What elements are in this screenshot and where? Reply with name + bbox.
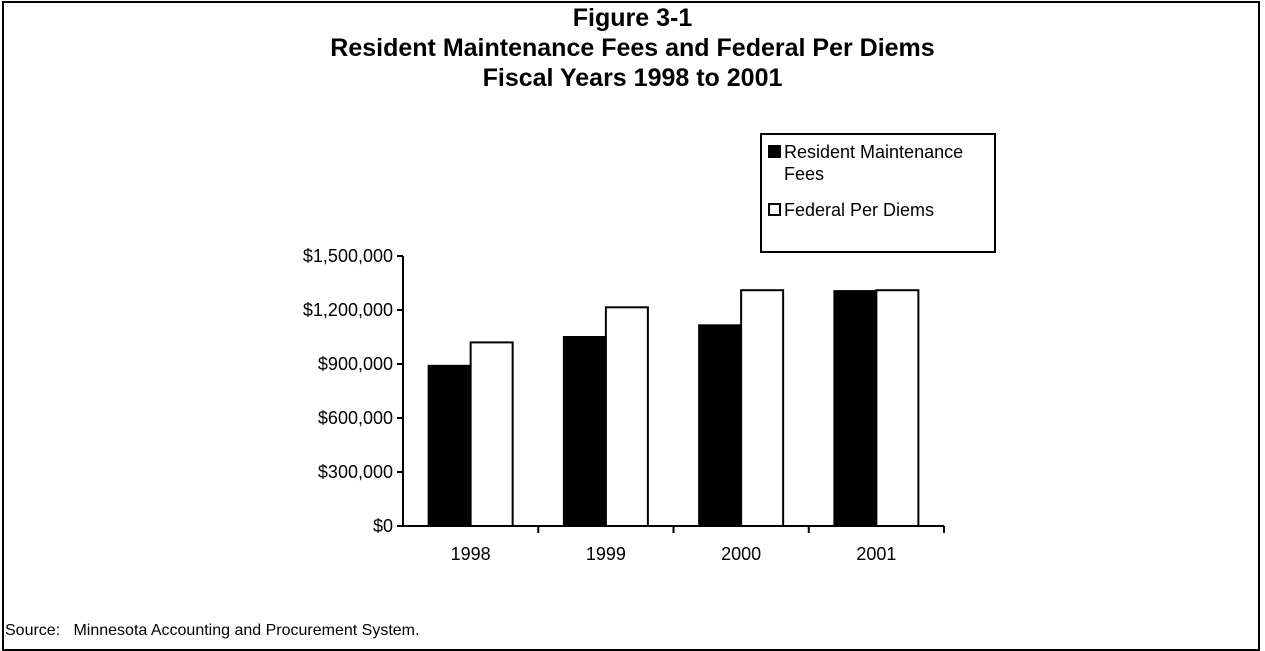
legend-item-resident-fees: Resident Maintenance Fees (768, 141, 984, 185)
chart-subtitle: Fiscal Years 1998 to 2001 (482, 64, 783, 92)
chart-legend: Resident Maintenance Fees Federal Per Di… (760, 133, 996, 253)
x-tick-label: 2001 (856, 544, 896, 564)
x-tick-label: 2000 (721, 544, 761, 564)
bar-federal-per-diems (740, 289, 785, 528)
source-note: Source: Minnesota Accounting and Procure… (5, 622, 420, 639)
bar-federal-per-diems (469, 341, 514, 527)
bar-federal-per-diems (604, 306, 649, 527)
x-tick-label: 1999 (586, 544, 626, 564)
bar-resident-fees (833, 290, 878, 527)
y-tick-label: $300,000 (318, 462, 393, 482)
legend-swatch-federal-per-diems (768, 203, 781, 216)
bar-resident-fees (698, 324, 743, 527)
y-tick-label: $600,000 (318, 408, 393, 428)
y-tick-label: $900,000 (318, 354, 393, 374)
x-tick-label: 1998 (451, 544, 491, 564)
figure-number: Figure 3-1 (572, 4, 693, 32)
y-tick-label: $0 (373, 516, 393, 536)
legend-label-federal-per-diems: Federal Per Diems (784, 200, 935, 220)
bar-federal-per-diems (875, 289, 920, 528)
chart-title: Resident Maintenance Fees and Federal Pe… (330, 34, 935, 62)
legend-item-federal-per-diems: Federal Per Diems (768, 199, 984, 221)
bar-resident-fees (427, 364, 472, 527)
y-tick-label: $1,500,000 (303, 246, 393, 266)
legend-label-resident-fees: Resident Maintenance Fees (784, 142, 964, 184)
legend-swatch-resident-fees (768, 145, 781, 158)
y-tick-label: $1,200,000 (303, 300, 393, 320)
bar-resident-fees (562, 336, 607, 527)
